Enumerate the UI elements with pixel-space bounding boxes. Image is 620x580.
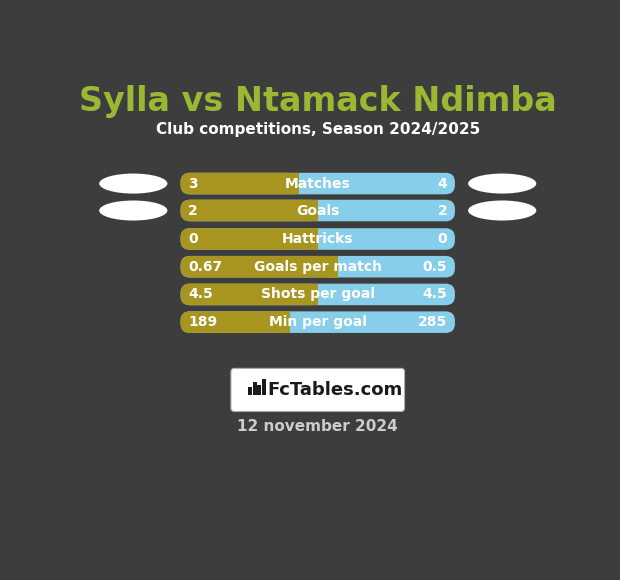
Text: 2: 2 (438, 204, 447, 218)
FancyBboxPatch shape (180, 311, 455, 333)
FancyBboxPatch shape (180, 284, 317, 305)
FancyBboxPatch shape (180, 173, 455, 194)
Text: 189: 189 (188, 315, 218, 329)
Bar (281, 311, 290, 333)
FancyBboxPatch shape (180, 228, 455, 250)
Text: 4: 4 (438, 176, 447, 191)
Text: 2: 2 (188, 204, 198, 218)
Bar (309, 284, 318, 305)
Bar (262, 379, 266, 394)
Text: 0.5: 0.5 (423, 260, 447, 274)
Text: FcTables.com: FcTables.com (267, 381, 402, 399)
Text: 4.5: 4.5 (422, 288, 447, 302)
FancyBboxPatch shape (180, 256, 455, 277)
Text: Shots per goal: Shots per goal (261, 288, 374, 302)
Ellipse shape (468, 173, 536, 194)
Bar (309, 200, 318, 222)
FancyBboxPatch shape (180, 200, 455, 222)
FancyBboxPatch shape (180, 173, 299, 194)
Text: 0.67: 0.67 (188, 260, 223, 274)
Text: Hattricks: Hattricks (282, 232, 353, 246)
Text: 0: 0 (188, 232, 198, 246)
Ellipse shape (99, 201, 167, 220)
Text: Club competitions, Season 2024/2025: Club competitions, Season 2024/2025 (156, 122, 480, 137)
Text: 0: 0 (438, 232, 447, 246)
FancyBboxPatch shape (231, 368, 404, 411)
Text: Goals: Goals (296, 204, 339, 218)
Text: 285: 285 (418, 315, 447, 329)
FancyBboxPatch shape (180, 256, 337, 277)
Bar (248, 387, 252, 394)
FancyBboxPatch shape (180, 200, 317, 222)
Ellipse shape (468, 201, 536, 220)
FancyBboxPatch shape (180, 311, 290, 333)
Bar (253, 382, 257, 394)
Bar (309, 228, 318, 250)
Text: 12 november 2024: 12 november 2024 (237, 419, 398, 434)
FancyBboxPatch shape (180, 284, 455, 305)
Text: 4.5: 4.5 (188, 288, 213, 302)
Bar (328, 256, 337, 277)
Text: 3: 3 (188, 176, 198, 191)
Text: Goals per match: Goals per match (254, 260, 382, 274)
FancyBboxPatch shape (180, 228, 317, 250)
Text: Matches: Matches (285, 176, 351, 191)
Bar (290, 173, 299, 194)
Ellipse shape (99, 173, 167, 194)
Bar (257, 385, 261, 394)
Text: Sylla vs Ntamack Ndimba: Sylla vs Ntamack Ndimba (79, 85, 557, 118)
Text: Min per goal: Min per goal (269, 315, 366, 329)
